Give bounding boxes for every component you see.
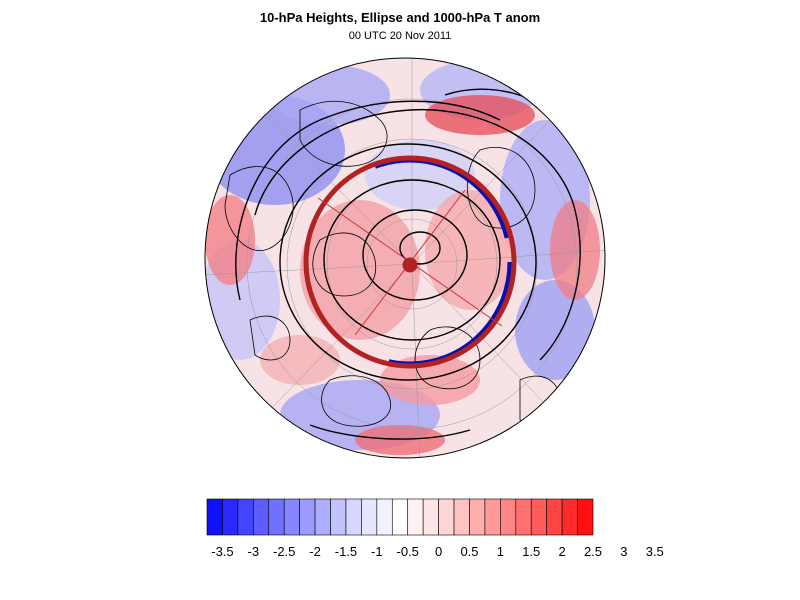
ellipse-outline — [303, 155, 517, 369]
colorbar-box — [577, 498, 594, 536]
height-contours — [235, 88, 581, 440]
colorbar-box — [283, 498, 300, 536]
colorbar-tick-label: 1.5 — [522, 544, 540, 559]
colorbar-tick-label: -3.5 — [211, 544, 233, 559]
colorbar-tick-label: 2.5 — [584, 544, 602, 559]
colorbar-box — [500, 498, 517, 536]
colorbar-box — [376, 498, 393, 536]
colorbar-box — [407, 498, 424, 536]
colorbar-tick-label: -2.5 — [273, 544, 295, 559]
colorbar-box — [391, 498, 409, 536]
colorbar-tick-label: 1 — [497, 544, 504, 559]
map-title: 10-hPa Heights, Ellipse and 1000-hPa T a… — [259, 10, 541, 25]
colorbar-boxes — [206, 498, 594, 536]
colorbar-tick-label: -3 — [248, 544, 260, 559]
colorbar-box — [546, 498, 563, 536]
colorbar-tick-label: -1.5 — [335, 544, 357, 559]
colorbar-labels: -3.5 -3 -2.5 -2 -1.5 -1 -0.5 0 0.5 1 1.5 2 2.5 3 3.5 — [211, 544, 664, 559]
colorbar-box — [237, 498, 254, 536]
colorbar-box — [453, 498, 470, 536]
colorbar-tick-label: -2 — [309, 544, 321, 559]
colorbar-box — [299, 498, 316, 536]
colorbar-box — [484, 498, 501, 536]
colorbar-box — [438, 498, 455, 536]
colorbar-box — [206, 498, 223, 536]
colorbar-box — [515, 498, 532, 536]
colorbar-box — [361, 498, 378, 536]
colorbar-box — [561, 498, 578, 536]
ellipse-centroid — [402, 257, 418, 273]
colorbar-tick-label: -0.5 — [397, 544, 419, 559]
colorbar-tick-label: 0.5 — [460, 544, 478, 559]
colorbar-box — [314, 498, 331, 536]
colorbar-tick-label: 3 — [620, 544, 627, 559]
colorbar-box — [469, 498, 486, 536]
colorbar-tick-label: 2 — [559, 544, 566, 559]
colorbar-tick-label: 0 — [435, 544, 442, 559]
colorbar-box — [330, 498, 347, 536]
vortex-ellipse — [303, 155, 517, 369]
colorbar-tick-label: -1 — [371, 544, 383, 559]
colorbar-box — [422, 498, 439, 536]
colorbar-tick-label: 3.5 — [646, 544, 664, 559]
colorbar-box — [253, 498, 270, 536]
colorbar-box — [345, 498, 362, 536]
map-boundary — [204, 57, 606, 459]
colorbar-box — [222, 498, 239, 536]
map-subtitle: 00 UTC 20 Nov 2011 — [348, 30, 452, 42]
colorbar-box — [268, 498, 285, 536]
colorbar-box — [530, 498, 547, 536]
